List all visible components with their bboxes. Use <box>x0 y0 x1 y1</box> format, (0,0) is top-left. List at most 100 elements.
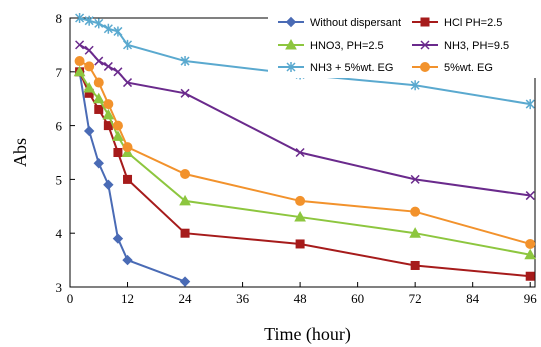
legend-label: NH3 + 5%wt. EG <box>310 62 393 74</box>
y-tick-label: 4 <box>56 226 63 241</box>
y-tick-label: 8 <box>56 11 63 26</box>
legend-item: HCl PH=2.5 <box>412 17 502 29</box>
data-point <box>73 65 86 77</box>
data-point <box>180 228 190 238</box>
data-point <box>180 88 190 98</box>
data-point <box>179 194 191 206</box>
legend-item: NH3, PH=9.5 <box>412 40 509 52</box>
legend-label: Without dispersant <box>310 17 401 29</box>
x-tick-label: 60 <box>351 291 364 306</box>
data-point <box>295 147 305 158</box>
x-tick-label: 84 <box>466 291 480 306</box>
data-point <box>94 56 104 66</box>
data-point <box>75 13 85 23</box>
data-point <box>74 56 85 67</box>
data-point <box>93 158 104 169</box>
data-point <box>113 26 123 37</box>
series-line <box>78 71 531 278</box>
data-point <box>180 169 191 180</box>
data-point <box>122 39 133 50</box>
data-point <box>84 61 95 72</box>
series-4 <box>75 13 535 110</box>
data-point <box>103 61 113 71</box>
data-point <box>294 211 306 222</box>
data-point <box>122 78 133 88</box>
data-point <box>409 227 422 238</box>
data-point <box>524 248 537 260</box>
data-point <box>94 18 104 29</box>
chart-series <box>73 13 537 287</box>
x-tick-label: 12 <box>121 291 134 306</box>
data-point <box>94 104 104 114</box>
data-point <box>103 99 114 110</box>
data-point <box>410 80 420 91</box>
data-point <box>103 179 114 190</box>
data-point <box>295 239 305 249</box>
series-line <box>79 44 531 197</box>
data-point <box>75 40 85 50</box>
data-point <box>525 99 535 110</box>
data-point <box>113 67 123 77</box>
data-point <box>112 233 124 244</box>
legend-background <box>268 12 536 78</box>
data-point <box>93 77 104 88</box>
series-line <box>79 60 531 245</box>
x-tick-label: 96 <box>524 291 538 306</box>
data-point <box>112 130 124 141</box>
data-point <box>410 260 420 270</box>
legend-label: 5%wt. EG <box>444 62 493 74</box>
legend-item: 5%wt. EG <box>412 62 493 74</box>
series-1 <box>75 67 535 281</box>
y-tick-label: 7 <box>56 65 63 80</box>
data-point <box>295 195 306 206</box>
series-3 <box>75 40 535 201</box>
data-point <box>84 45 94 55</box>
data-point <box>103 23 113 34</box>
data-point <box>525 191 535 201</box>
legend-item: NH3 + 5%wt. EG <box>278 62 393 74</box>
y-tick-label: 5 <box>56 172 63 187</box>
x-tick-label: 36 <box>236 291 250 306</box>
legend-item: HNO3, PH=2.5 <box>278 38 384 52</box>
chart-legend: Without dispersant HCl PH=2.5 HNO3, PH=2.5… <box>268 12 536 78</box>
legend-item: Without dispersant <box>278 16 401 29</box>
data-point <box>122 142 133 153</box>
y-tick-label: 3 <box>56 280 63 295</box>
data-point <box>122 254 133 266</box>
legend-swatch-marker <box>285 38 297 50</box>
legend-swatch-marker <box>286 62 296 72</box>
x-tick-label: 72 <box>409 291 422 306</box>
data-point <box>179 276 191 287</box>
data-point <box>123 174 133 184</box>
data-point <box>410 206 421 217</box>
data-point <box>83 81 96 93</box>
data-point <box>180 56 190 67</box>
data-point <box>112 120 123 131</box>
data-point <box>92 92 105 104</box>
data-point <box>525 238 536 249</box>
series-line <box>79 17 531 106</box>
data-point <box>410 174 420 184</box>
legend-label: NH3, PH=9.5 <box>444 40 509 52</box>
legend-label: HCl PH=2.5 <box>444 17 502 29</box>
legend-swatch-marker <box>420 62 430 72</box>
legend-swatch-marker <box>420 17 430 27</box>
data-point <box>113 148 123 157</box>
legend-label: HNO3, PH=2.5 <box>310 40 384 52</box>
data-point <box>102 108 115 120</box>
series-2 <box>73 65 537 260</box>
x-tick-label: 24 <box>179 291 193 306</box>
y-axis-label: Abs <box>10 138 30 167</box>
x-tick-label: 48 <box>294 291 307 306</box>
chart-axes: 0 12 24 36 48 60 72 84 96 3 4 5 6 7 8 <box>56 11 538 306</box>
series-line <box>78 71 531 256</box>
x-axis-label: Time (hour) <box>264 324 351 345</box>
data-point <box>525 271 535 281</box>
x-tick-label: 0 <box>67 291 74 306</box>
legend-swatch-marker <box>420 40 430 50</box>
series-5 <box>74 56 536 249</box>
series-0 <box>74 66 191 287</box>
y-tick-label: 6 <box>56 119 63 134</box>
legend-swatch-marker <box>285 16 297 28</box>
